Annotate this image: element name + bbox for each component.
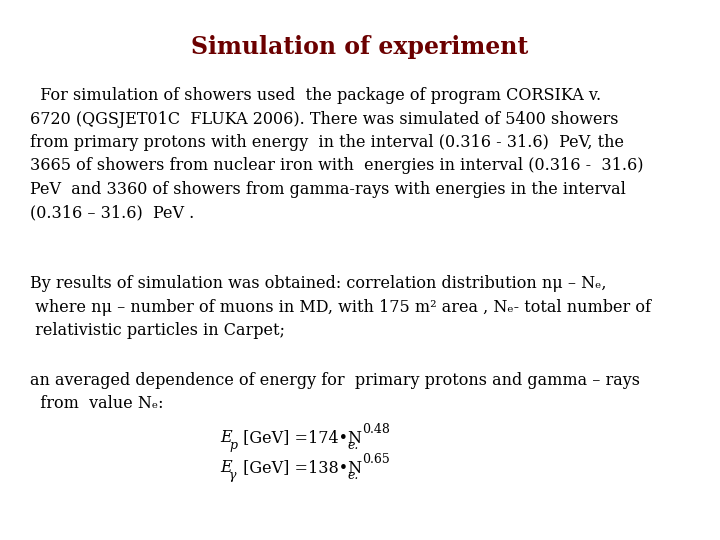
Text: 0.65: 0.65 bbox=[362, 453, 390, 466]
Text: E: E bbox=[220, 429, 232, 446]
Text: p: p bbox=[229, 439, 237, 452]
Text: E: E bbox=[220, 459, 232, 476]
Text: an averaged dependence of energy for  primary protons and gamma – rays
  from  v: an averaged dependence of energy for pri… bbox=[30, 372, 640, 413]
Text: By results of simulation was obtained: correlation distribution nμ – Nₑ,
 where : By results of simulation was obtained: c… bbox=[30, 275, 651, 339]
Text: 0.48: 0.48 bbox=[362, 423, 390, 436]
Text: e.: e. bbox=[347, 469, 359, 482]
Text: [GeV] =174•N: [GeV] =174•N bbox=[238, 429, 362, 446]
Text: γ: γ bbox=[229, 469, 236, 482]
Text: [GeV] =138•N: [GeV] =138•N bbox=[238, 459, 362, 476]
Text: Simulation of experiment: Simulation of experiment bbox=[192, 35, 528, 59]
Text: For simulation of showers used  the package of program CORSIKA v.
6720 (QGSJET01: For simulation of showers used the packa… bbox=[30, 87, 644, 221]
Text: e.: e. bbox=[347, 439, 359, 452]
